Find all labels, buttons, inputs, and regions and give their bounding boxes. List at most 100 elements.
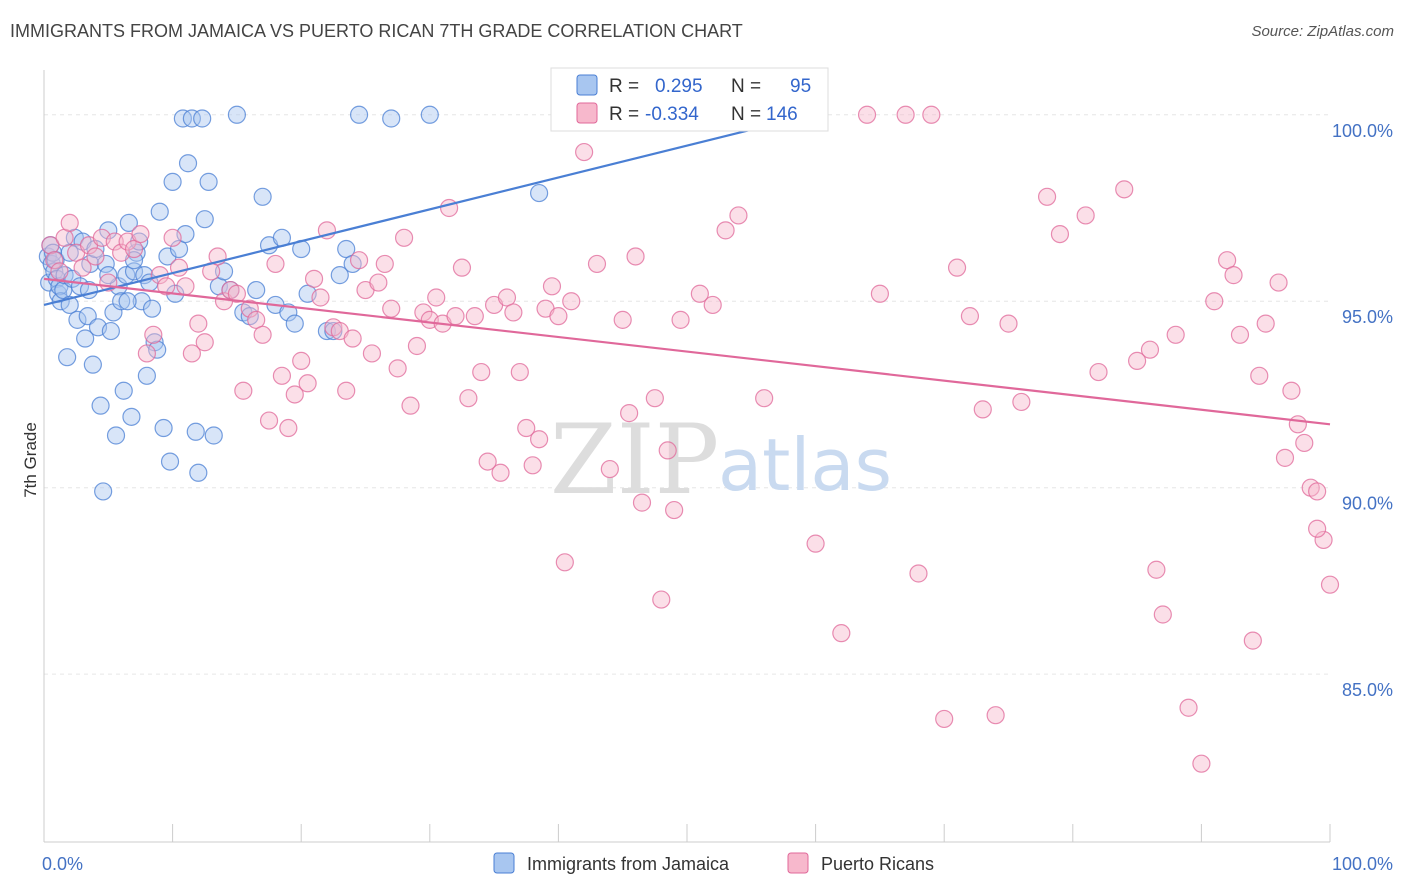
point-series1-57 [401, 396, 420, 415]
point-series1-139 [1314, 530, 1333, 550]
point-series1-92 [658, 441, 677, 460]
point-series0-61 [189, 463, 208, 482]
point-series0-44 [137, 366, 156, 385]
point-series0-88 [420, 105, 439, 124]
point-series1-48 [343, 329, 362, 348]
point-series1-0 [41, 236, 60, 255]
point-series1-16 [137, 344, 156, 363]
y-tick-label-3: 85.0% [1342, 680, 1393, 700]
point-series1-108 [909, 564, 928, 583]
point-series1-75 [517, 418, 536, 438]
point-series1-24 [189, 314, 208, 333]
data-points [38, 105, 1340, 773]
point-series1-111 [947, 258, 967, 277]
point-series1-82 [562, 292, 581, 311]
point-series1-73 [504, 303, 523, 322]
point-series1-31 [234, 381, 253, 400]
point-series1-32 [240, 299, 259, 318]
point-series1-30 [227, 284, 246, 303]
point-series0-73 [253, 187, 272, 206]
point-series1-121 [1115, 180, 1134, 199]
point-series1-68 [472, 362, 491, 382]
legend-swatch-jamaica [576, 74, 598, 96]
point-series0-62 [193, 109, 212, 128]
point-series1-79 [542, 277, 562, 296]
point-series0-37 [119, 213, 138, 233]
point-series1-42 [304, 269, 324, 288]
point-series1-145 [1224, 266, 1243, 285]
point-series1-126 [1166, 325, 1185, 344]
point-series1-35 [259, 411, 279, 430]
point-series1-76 [523, 456, 542, 475]
point-series1-91 [652, 590, 671, 609]
point-series0-59 [182, 109, 201, 128]
point-series1-97 [703, 295, 722, 315]
point-series0-53 [163, 172, 182, 191]
legend-n-value-1: 95 [790, 76, 811, 97]
series-swatch-puerto-rican [787, 852, 809, 874]
point-series1-106 [870, 284, 890, 303]
point-series0-48 [148, 340, 167, 359]
point-series1-112 [960, 307, 980, 326]
point-series1-113 [973, 400, 992, 419]
point-series1-115 [999, 314, 1018, 333]
point-series0-29 [99, 221, 118, 240]
legend-n-value-2: 146 [766, 104, 798, 125]
point-series1-38 [279, 418, 298, 438]
correlation-legend: R = 0.295 N = 95 R = -0.334 N = 146 [550, 67, 829, 132]
point-series1-2 [50, 262, 69, 281]
point-series1-133 [1256, 314, 1275, 333]
y-tick-label-2: 90.0% [1342, 494, 1393, 514]
trend-line-series1 [43, 277, 1331, 426]
point-series1-90 [645, 389, 664, 408]
source-credit: Source: ZipAtlas.com [1251, 23, 1394, 40]
legend-n-label-1: N = [731, 76, 761, 97]
point-series0-23 [83, 355, 102, 374]
series-label-jamaica: Immigrants from Jamaica [527, 854, 730, 874]
point-series0-90 [99, 266, 118, 285]
point-series1-8 [86, 247, 105, 266]
point-series0-27 [94, 482, 113, 501]
point-series0-17 [68, 310, 87, 329]
point-series1-55 [388, 359, 407, 378]
point-series0-72 [247, 280, 266, 300]
point-series1-127 [1179, 698, 1198, 717]
point-series0-78 [285, 314, 304, 333]
point-series1-83 [575, 142, 594, 162]
legend-n-label-2: N = [731, 104, 761, 125]
point-series0-89 [530, 183, 549, 203]
x-tick-label-0: 0.0% [42, 854, 83, 874]
point-series0-35 [114, 381, 133, 400]
series-label-puerto-rican: Puerto Ricans [821, 854, 934, 874]
point-series1-89 [632, 493, 652, 512]
legend-r-label-2: R = [609, 104, 639, 125]
point-series1-104 [832, 624, 851, 643]
point-series1-116 [1012, 392, 1031, 412]
point-series0-58 [178, 154, 198, 173]
point-series1-122 [1127, 351, 1147, 370]
point-series1-71 [491, 463, 510, 482]
point-series0-64 [199, 172, 218, 191]
point-series1-103 [806, 534, 825, 553]
point-series1-141 [1250, 366, 1269, 385]
point-series1-132 [1243, 631, 1262, 650]
trend-lines [43, 128, 1331, 426]
point-series0-38 [122, 407, 141, 426]
legend-r-value-1: 0.295 [655, 76, 703, 97]
point-series1-69 [478, 452, 497, 471]
point-series0-83 [330, 266, 349, 285]
point-series1-39 [285, 385, 304, 404]
point-series1-36 [266, 254, 285, 274]
point-series1-118 [1050, 224, 1070, 244]
y-tick-label-0: 100.0% [1332, 121, 1393, 141]
point-series1-94 [671, 310, 690, 329]
point-series1-23 [182, 344, 201, 363]
point-series1-61 [427, 288, 446, 307]
point-series1-67 [465, 307, 484, 326]
point-series0-77 [279, 303, 298, 322]
series-swatch-jamaica [493, 852, 515, 874]
point-series1-85 [600, 459, 619, 479]
point-series0-93 [118, 292, 137, 311]
x-tick-label-1: 100.0% [1332, 854, 1393, 874]
